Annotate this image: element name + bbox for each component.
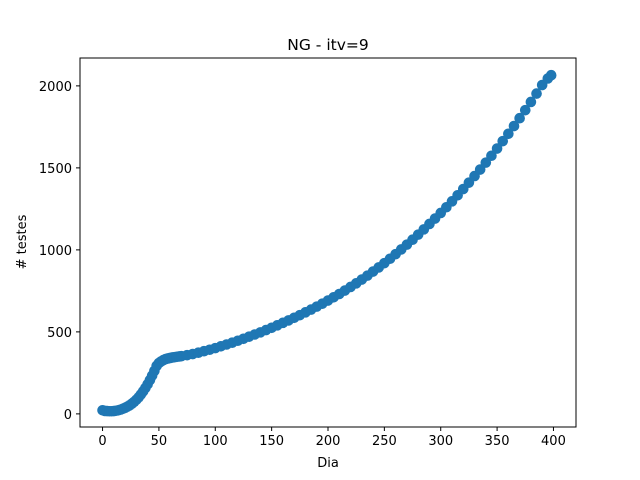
y-axis-label: # testes: [15, 214, 30, 269]
y-tick-label: 500: [47, 326, 72, 341]
x-tick-label: 250: [372, 434, 397, 449]
data-point: [525, 96, 537, 108]
x-tick-label: 400: [541, 434, 566, 449]
x-tick-label: 300: [428, 434, 453, 449]
data-point: [514, 112, 525, 124]
data-point: [486, 150, 497, 162]
data-point: [491, 143, 503, 154]
data-point: [545, 69, 557, 81]
x-axis-ticks: 0 50 100 150 200 250 300 350 400: [98, 427, 566, 449]
data-point: [503, 128, 514, 140]
plot-area-frame: [79, 57, 577, 428]
x-tick-label: 100: [203, 434, 228, 449]
data-point: [519, 104, 531, 116]
data-point: [531, 88, 542, 99]
data-point: [497, 135, 509, 147]
x-tick-label: 150: [259, 434, 284, 449]
y-tick-label: 1500: [39, 162, 72, 177]
x-tick-label: 350: [485, 434, 510, 449]
chart-title: NG - itv=9: [287, 36, 368, 54]
y-tick-label: 2000: [39, 80, 72, 95]
x-tick-label: 50: [151, 434, 168, 449]
y-axis-ticks: 0 500 1000 1500 2000: [39, 80, 80, 423]
data-point: [508, 120, 520, 132]
y-tick-label: 1000: [39, 244, 72, 259]
y-tick-label: 0: [64, 408, 72, 423]
x-tick-label: 0: [98, 434, 106, 449]
x-tick-label: 200: [316, 434, 341, 449]
x-axis-label: Dia: [317, 456, 339, 471]
data-points: [97, 69, 557, 417]
